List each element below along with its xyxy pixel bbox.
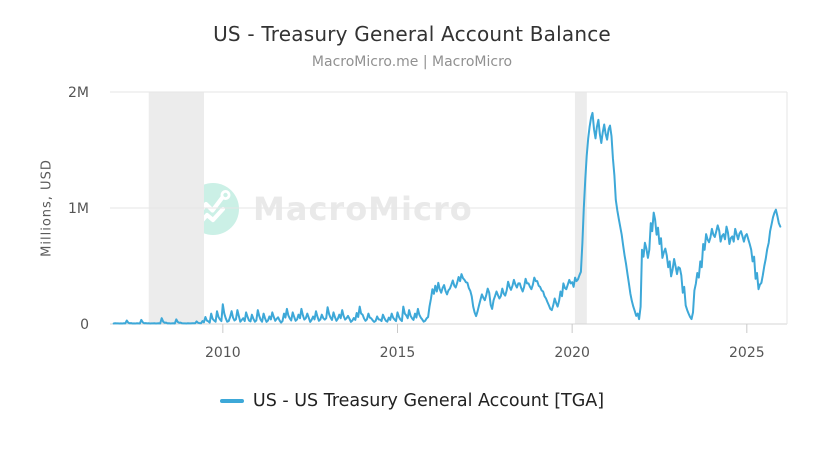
x-tick-label: 2010 [205,345,241,361]
x-tick-label: 2020 [554,345,590,361]
legend-label: US - US Treasury General Account [TGA] [252,391,605,411]
chart-subtitle: MacroMicro.me | MacroMicro [311,54,513,70]
y-tick-label: 0 [80,317,89,333]
watermark-text: MacroMicro [253,190,473,228]
chart-title: US - Treasury General Account Balance [213,22,611,46]
legend-item-tga[interactable]: US - US Treasury General Account [TGA] [0,391,824,411]
tga-series-line[interactable] [112,111,782,325]
y-tick-label: 2M [68,85,89,101]
legend-line-icon [219,399,244,403]
x-tick-label: 2025 [729,345,765,361]
y-tick-label: 1M [68,201,89,217]
x-tick-label: 2015 [380,345,416,361]
